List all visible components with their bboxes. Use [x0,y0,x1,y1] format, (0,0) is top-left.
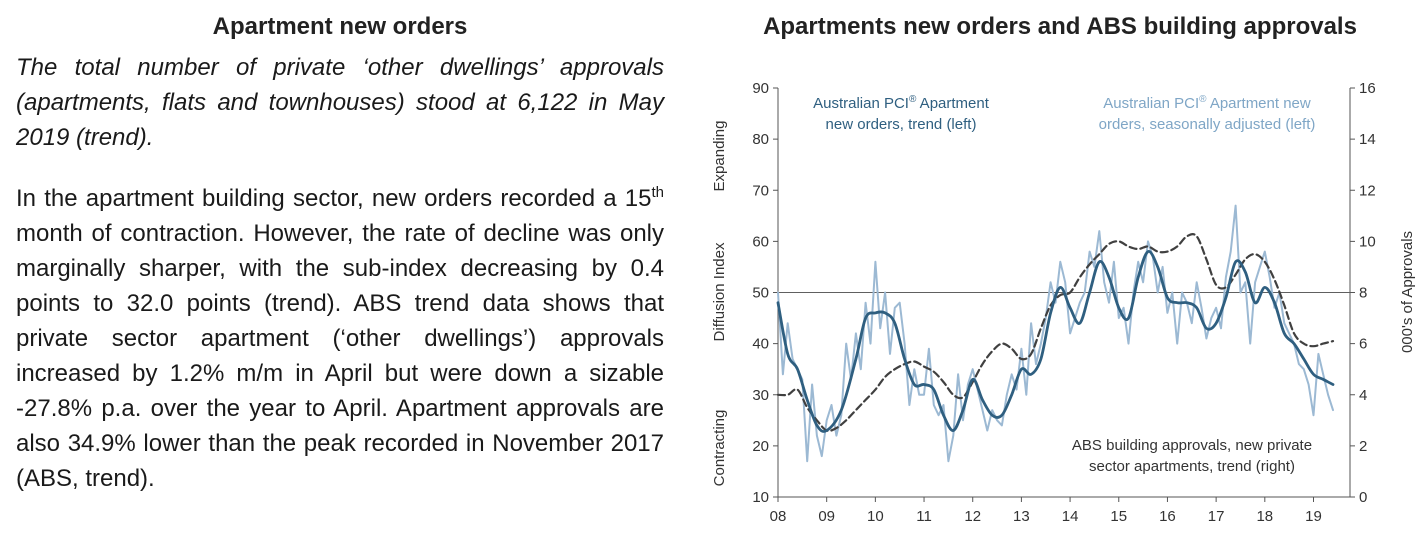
contracting-label: Contracting [711,410,728,487]
x-tick-label: 12 [964,508,981,525]
trend-series-label-line1: Australian PCI® Apartment [813,94,990,112]
y-tick-label-left: 90 [752,80,769,97]
y-tick-label-left: 60 [752,233,769,250]
chart-axes: 10 20 30 40 50 60 70 80 90 0 2 4 6 8 10 12 14 16 08 09 10 11 1… [752,80,1375,525]
y-tick-label-left: 40 [752,336,769,353]
x-tick-label: 16 [1159,508,1176,525]
y-axis-left-label: Diffusion Index [711,242,728,341]
chart-labels: Australian PCI® Apartment new orders, tr… [711,94,1416,486]
y-tick-label-right: 12 [1359,182,1376,199]
x-tick-label: 15 [1110,508,1127,525]
series-seasonally-adjusted-line [777,204,1334,463]
y-tick-label-left: 50 [752,285,769,302]
y-tick-label-right: 6 [1359,336,1367,353]
section-title: Apartment new orders [212,13,468,40]
commentary-panel: Apartment new orders The total number of… [16,10,664,496]
body-text-part2: month of contraction. However, the rate … [16,220,664,492]
y-tick-label-left: 30 [752,387,769,404]
y-tick-label-left: 10 [752,489,769,506]
intro-paragraph: The total number of private ‘other dwell… [16,54,664,151]
abs-series-label-line1: ABS building approvals, new private [1072,437,1312,454]
y-tick-label-right: 0 [1359,489,1367,506]
series-trend-line [776,250,1335,433]
x-tick-label: 10 [867,508,884,525]
y-tick-label-right: 10 [1359,233,1376,250]
sa-series-label-line2: orders, seasonally adjusted (left) [1099,116,1316,133]
body-text-part1: In the apartment building sector, new or… [16,185,652,212]
x-tick-label: 17 [1208,508,1225,525]
sa-series-label-line1: Australian PCI® Apartment new [1103,94,1311,112]
expanding-label: Expanding [711,121,728,192]
x-tick-label: 19 [1305,508,1322,525]
y-tick-label-right: 4 [1359,387,1367,404]
y-tick-label-right: 14 [1359,131,1376,148]
y-tick-label-left: 20 [752,438,769,455]
trend-series-label-line2: new orders, trend (left) [826,116,977,133]
x-tick-label: 13 [1013,508,1030,525]
chart-title: Apartments new orders and ABS building a… [763,13,1357,40]
y-tick-label-left: 70 [752,182,769,199]
chart-series [776,204,1335,463]
x-tick-label: 14 [1062,508,1079,525]
y-tick-label-right: 16 [1359,80,1376,97]
x-tick-label: 08 [770,508,787,525]
y-tick-label-right: 8 [1359,285,1367,302]
abs-series-label-line2: sector apartments, trend (right) [1089,458,1295,475]
y-tick-label-left: 80 [752,131,769,148]
y-tick-label-right: 2 [1359,438,1367,455]
y-axis-right-label: 000's of Approvals [1399,231,1416,353]
x-tick-label: 11 [916,508,932,525]
line-chart: 10 20 30 40 50 60 70 80 90 0 2 4 6 8 10 12 14 16 08 09 10 11 1… [711,80,1416,525]
x-tick-label: 09 [818,508,835,525]
body-paragraph: In the apartment building sector, new or… [16,175,664,496]
x-tick-label: 18 [1256,508,1273,525]
ordinal-suffix: th [651,184,664,201]
